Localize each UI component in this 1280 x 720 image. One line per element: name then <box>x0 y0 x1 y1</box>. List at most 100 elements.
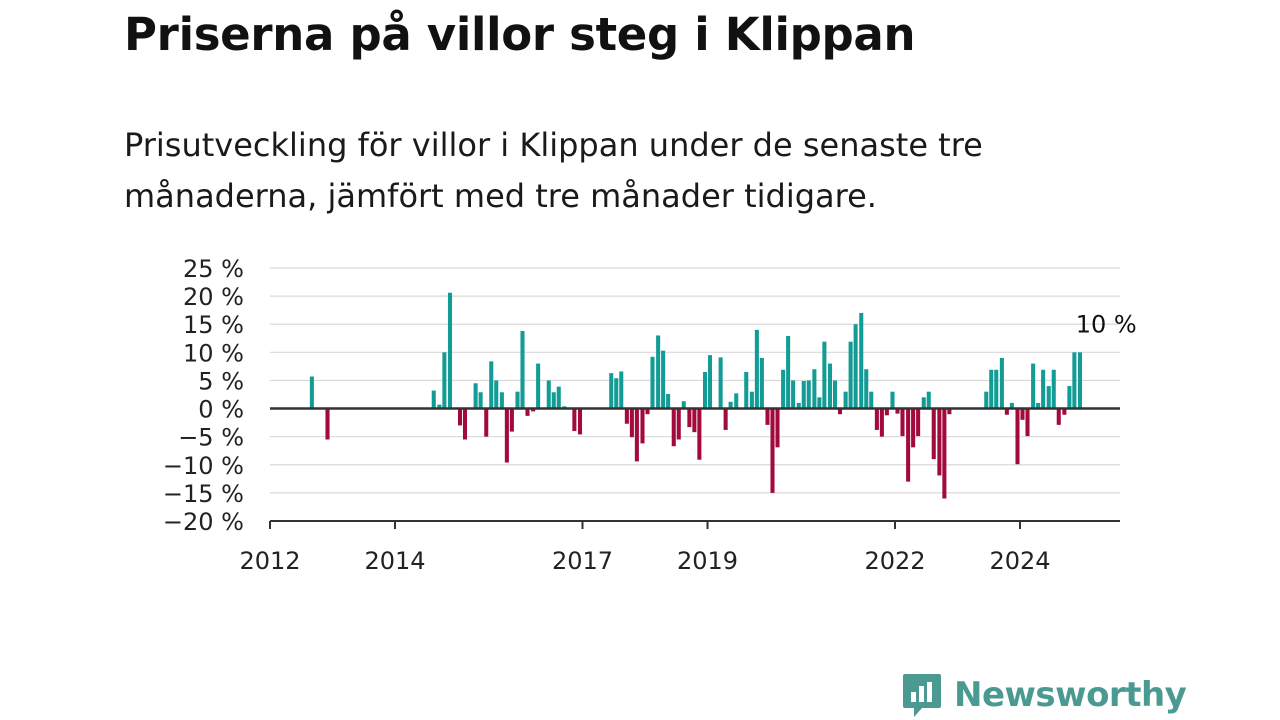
bar <box>484 408 489 437</box>
x-tick-label: 2019 <box>677 547 738 575</box>
y-tick-label: 15 % <box>183 311 244 339</box>
y-tick-label: −15 % <box>163 480 244 508</box>
x-tick-label: 2014 <box>364 547 425 575</box>
bar <box>879 408 884 437</box>
bar <box>931 408 936 460</box>
tick-labels: 25 %20 %15 %10 %5 %0 %−5 %−10 %−15 %−20 … <box>163 255 1051 575</box>
bar <box>1056 408 1061 425</box>
bar <box>848 341 853 409</box>
bar <box>994 369 999 409</box>
bar <box>431 390 436 409</box>
bar <box>676 408 681 440</box>
y-tick-label: 10 % <box>183 339 244 367</box>
bar <box>728 401 733 409</box>
bar <box>666 393 671 409</box>
bar <box>531 408 536 412</box>
bar <box>1004 408 1009 415</box>
bar <box>504 408 509 463</box>
newsworthy-logo-icon <box>903 674 941 717</box>
axes <box>269 407 1120 529</box>
bar <box>796 402 801 409</box>
bar <box>837 408 843 415</box>
x-tick-label: 2022 <box>864 547 925 575</box>
bar <box>890 391 895 409</box>
bar <box>801 381 806 409</box>
bar <box>1067 386 1072 409</box>
bar <box>457 408 463 426</box>
bar <box>812 369 817 409</box>
y-tick-label: 20 % <box>183 283 244 311</box>
bar <box>1046 386 1051 409</box>
bar <box>786 336 791 409</box>
bar <box>937 408 942 476</box>
bar <box>478 392 483 409</box>
bar <box>640 408 645 444</box>
bar <box>650 356 655 409</box>
bar <box>556 386 561 409</box>
bar <box>494 380 499 409</box>
bar <box>749 391 754 409</box>
y-tick-label: −5 % <box>178 424 244 452</box>
bar <box>942 408 947 499</box>
bar <box>781 369 786 409</box>
y-tick-label: 25 % <box>183 255 244 283</box>
chart-subtitle: Prisutveckling för villor i Klippan unde… <box>124 126 983 215</box>
bar <box>806 380 811 409</box>
bar <box>947 408 952 415</box>
bar <box>911 408 916 448</box>
bar <box>1020 408 1025 420</box>
bar <box>906 408 911 482</box>
bar <box>462 408 468 440</box>
bar <box>577 408 583 435</box>
bar <box>442 352 447 409</box>
newsworthy-logo: Newsworthy <box>902 672 1187 718</box>
bar <box>765 408 770 425</box>
bar <box>1025 408 1030 437</box>
bar <box>921 397 926 409</box>
bar <box>843 391 848 409</box>
bar <box>822 341 827 409</box>
bar <box>309 376 314 409</box>
bar <box>864 369 869 409</box>
bar <box>884 408 889 416</box>
bar <box>1077 352 1083 409</box>
bar <box>499 392 504 409</box>
bar <box>609 373 614 409</box>
bar <box>1041 369 1046 409</box>
bar <box>624 408 629 424</box>
bar <box>874 408 879 430</box>
bar <box>926 391 931 409</box>
bar <box>515 391 520 409</box>
bar <box>546 380 551 409</box>
bar <box>734 393 739 409</box>
bar <box>614 378 619 409</box>
bar <box>1072 352 1077 409</box>
bar <box>572 408 577 432</box>
chart-title: Priserna på villor steg i Klippan <box>124 8 916 61</box>
bar <box>723 408 728 430</box>
bar <box>984 391 989 409</box>
bar <box>1036 402 1041 409</box>
bar <box>325 408 330 440</box>
bar <box>770 408 775 493</box>
bar <box>900 408 905 437</box>
bar <box>869 391 874 409</box>
bar <box>525 408 530 416</box>
x-tick-label: 2024 <box>989 547 1050 575</box>
bar <box>744 372 749 409</box>
bar <box>536 363 541 409</box>
bar <box>707 355 713 409</box>
brand-name: Newsworthy <box>954 675 1187 715</box>
bar <box>989 369 994 409</box>
bar <box>671 408 676 447</box>
y-tick-label: −20 % <box>163 508 244 536</box>
bar <box>759 357 764 409</box>
bar <box>697 408 702 460</box>
bar <box>827 363 833 409</box>
bar <box>853 324 858 409</box>
bar <box>832 380 838 409</box>
bar <box>509 408 514 432</box>
bar <box>629 408 634 438</box>
bar <box>489 361 494 409</box>
